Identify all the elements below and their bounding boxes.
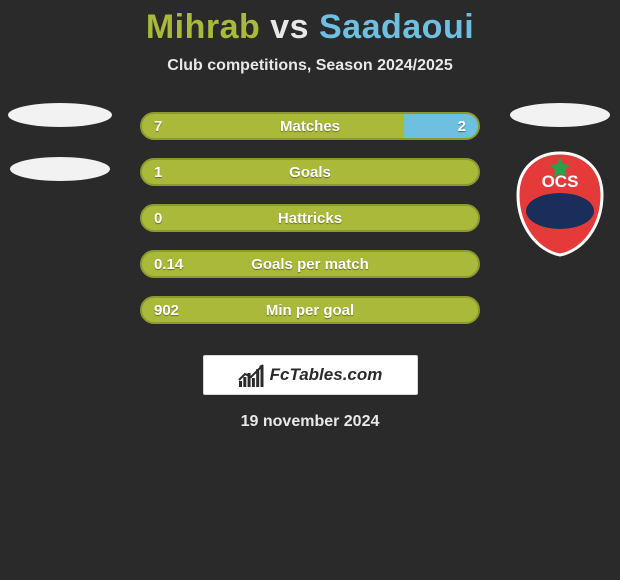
- stat-rows: 7Matches2 1Goals 0Hattricks 0.14Goals per m…: [0, 103, 620, 333]
- brand-bar: [252, 378, 255, 387]
- stat-label: Goals per match: [142, 256, 478, 273]
- content-root: Mihrab vs Saadaoui Club competitions, Se…: [0, 0, 620, 580]
- brand-bar: [243, 377, 246, 387]
- stat-label: Hattricks: [142, 210, 478, 227]
- brand-box[interactable]: FcTables.com: [203, 355, 418, 395]
- stat-row: 902Min per goal: [0, 287, 620, 333]
- brand-chart-icon: [238, 363, 266, 387]
- title-vs: vs: [270, 8, 309, 46]
- stat-value-right: 2: [458, 118, 466, 135]
- stat-row: 7Matches2: [0, 103, 620, 149]
- title-player1: Mihrab: [146, 8, 260, 46]
- brand-line-icon: [239, 365, 263, 380]
- stats-chart: OCS 7Matches21Goals0Hattricks0.14Goals p…: [0, 103, 620, 333]
- stat-label: Min per goal: [142, 302, 478, 319]
- brand-text: FcTables.com: [270, 365, 383, 385]
- stat-bar: 0.14Goals per match: [140, 250, 480, 278]
- page-title: Mihrab vs Saadaoui: [0, 0, 620, 47]
- date-text: 19 november 2024: [0, 413, 620, 431]
- stat-bar: 0Hattricks: [140, 204, 480, 232]
- subtitle: Club competitions, Season 2024/2025: [0, 57, 620, 75]
- stat-row: 1Goals: [0, 149, 620, 195]
- stat-bar: 7Matches2: [140, 112, 480, 140]
- stat-row: 0.14Goals per match: [0, 241, 620, 287]
- stat-label: Goals: [142, 164, 478, 181]
- brand-bar: [239, 381, 242, 387]
- title-player2: Saadaoui: [319, 8, 474, 46]
- stat-row: 0Hattricks: [0, 195, 620, 241]
- stat-bar: 1Goals: [140, 158, 480, 186]
- stat-label: Matches: [142, 118, 478, 135]
- stat-bar: 902Min per goal: [140, 296, 480, 324]
